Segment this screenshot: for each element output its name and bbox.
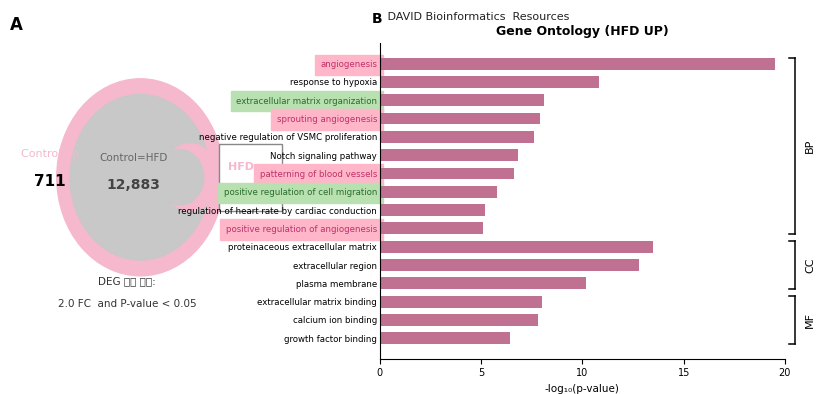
Bar [380, 296, 542, 308]
Text: Control=HFD: Control=HFD [99, 152, 168, 163]
Text: B: B [372, 12, 382, 26]
Bar [380, 223, 483, 234]
Circle shape [162, 144, 219, 211]
Text: DAVID Bioinformatics  Resources: DAVID Bioinformatics Resources [384, 12, 569, 22]
Bar [380, 277, 586, 289]
Bar [380, 113, 540, 125]
Text: Control up: Control up [21, 149, 79, 159]
Bar [380, 332, 509, 344]
Text: HFD up: HFD up [228, 162, 273, 172]
Text: BP: BP [805, 139, 815, 153]
Text: MF: MF [805, 312, 815, 328]
Bar [380, 186, 498, 198]
Bar [380, 314, 538, 326]
Circle shape [57, 79, 224, 276]
Bar [380, 76, 599, 88]
Circle shape [70, 95, 210, 260]
Text: 2.0 FC  and P-value < 0.05: 2.0 FC and P-value < 0.05 [58, 299, 196, 309]
Text: CC: CC [805, 257, 815, 273]
Bar [380, 259, 639, 271]
Bar [380, 58, 775, 70]
Text: 12,883: 12,883 [107, 178, 160, 192]
Bar [380, 167, 514, 179]
Bar [380, 204, 485, 216]
Text: A: A [10, 16, 23, 34]
Title: Gene Ontology (HFD UP): Gene Ontology (HFD UP) [496, 25, 669, 38]
Bar [380, 241, 653, 253]
Bar [380, 131, 534, 143]
Bar [219, 144, 282, 211]
X-axis label: -log₁₀(p-value): -log₁₀(p-value) [545, 384, 620, 394]
Text: DEG 판단 기준:: DEG 판단 기준: [98, 276, 156, 286]
Circle shape [157, 150, 204, 205]
Text: 365: 365 [235, 184, 266, 199]
Text: 711: 711 [34, 174, 66, 189]
Bar [380, 94, 544, 106]
Bar [380, 149, 518, 161]
